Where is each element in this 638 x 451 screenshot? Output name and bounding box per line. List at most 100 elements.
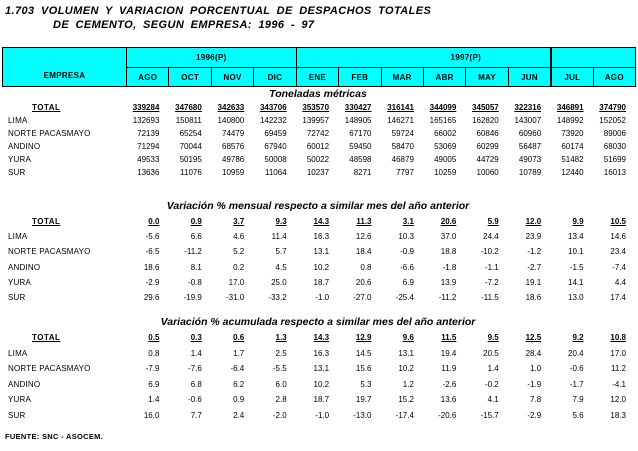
data-cell: -1.0 [315, 410, 330, 420]
data-cell: -33.2 [268, 293, 287, 303]
data-cell: 7797 [396, 168, 414, 177]
data-cell: 316141 [387, 103, 414, 112]
table-row-sur: SUR 13636 11076 10959 11064 10237 8271 7797 1025… [2, 166, 634, 179]
data-cell: 139957 [302, 116, 330, 125]
data-cell: 9.3 [275, 217, 287, 227]
data-cell: 3.1 [402, 217, 414, 227]
data-cell: 12.6 [355, 232, 372, 242]
data-cell: 342633 [217, 103, 245, 112]
data-cell: 152052 [599, 116, 626, 125]
section-title: Variación % mensual respecto a similar m… [166, 200, 470, 212]
data-cell: 6.9 [148, 379, 160, 389]
data-cell: 11.3 [356, 217, 372, 227]
data-cell: 24.4 [483, 232, 499, 242]
data-cell: 346891 [556, 103, 584, 112]
data-cell: -27.0 [353, 293, 372, 303]
data-cell: 10237 [306, 168, 330, 177]
data-cell: 140800 [217, 116, 245, 125]
data-cell: 0.0 [148, 217, 160, 227]
row-label: LIMA [8, 348, 28, 358]
data-cell: 69459 [264, 129, 287, 138]
data-cell: 0.9 [190, 217, 202, 227]
data-cell: 11076 [180, 168, 202, 177]
header-month-6: MAR [380, 67, 423, 86]
header-month-0: AGO [126, 67, 169, 86]
data-cell: 59450 [349, 142, 372, 151]
data-cell: 53069 [434, 142, 457, 151]
data-cell: -0.8 [188, 277, 202, 287]
data-cell: 5.6 [572, 410, 584, 420]
data-cell: -1.5 [569, 262, 584, 272]
data-cell: -2.7 [527, 262, 542, 272]
data-cell: 18.7 [313, 277, 330, 287]
data-cell: 10.2 [313, 262, 330, 272]
title-line-1: 1.703 VOLUMEN Y VARIACION PORCENTUAL DE … [5, 4, 431, 18]
table-row-sur: SUR 16.0 7.7 2.4 -2.0 -1.0 -13.0 -17.4 -20.6 -15.… [2, 408, 634, 424]
data-cell: 44729 [476, 155, 499, 164]
table-row-lima: LIMA 132693 150811 140800 142232 139957 148905… [2, 114, 634, 127]
data-cell: 72742 [306, 129, 330, 138]
data-cell: 60846 [476, 129, 499, 138]
data-cell: 20.6 [440, 217, 457, 227]
data-cell: -0.6 [569, 364, 584, 374]
data-cell: 0.8 [148, 348, 160, 358]
data-cell: 49005 [434, 155, 457, 164]
section-accumulated-variation: Variación % acumulada respecto a similar… [2, 314, 634, 423]
table-row-lima: LIMA 0.8 1.4 1.7 2.5 16.3 14.5 13.1 19.4 20.5 28.4… [2, 346, 634, 362]
data-cell: 56487 [518, 142, 542, 151]
data-cell: 19.7 [355, 395, 372, 405]
data-cell: 0.5 [148, 333, 160, 343]
data-cell: 13.6 [440, 395, 457, 405]
data-cell: -0.2 [484, 379, 499, 389]
data-cell: 9.2 [572, 333, 584, 343]
data-cell: 347680 [175, 103, 202, 112]
data-cell: 2.5 [275, 348, 287, 358]
data-cell: 66002 [434, 129, 457, 138]
data-cell: 23.9 [525, 232, 542, 242]
data-cell: 68030 [603, 142, 626, 151]
data-cell: 2.8 [275, 395, 287, 405]
data-cell: 344099 [429, 103, 457, 112]
data-cell: 60174 [561, 142, 584, 151]
data-cell: 71294 [137, 142, 160, 151]
data-cell: 374790 [599, 103, 626, 112]
header-month-7: ABR [422, 67, 466, 86]
header-month-10: JUL [550, 67, 593, 86]
data-cell: -2.9 [145, 277, 160, 287]
data-cell: 12.0 [525, 217, 542, 227]
data-cell: 9.5 [487, 333, 499, 343]
data-cell: 10060 [476, 168, 499, 177]
data-cell: 6.0 [275, 379, 287, 389]
data-cell: 18.4 [355, 247, 372, 257]
data-cell: -6.6 [400, 262, 414, 272]
data-cell: 10259 [434, 168, 457, 177]
row-label: YURA [8, 155, 32, 164]
data-cell: -11.2 [438, 293, 457, 303]
data-cell: 60960 [518, 129, 542, 138]
data-cell: 29.6 [143, 293, 160, 303]
source-note: FUENTE: SNC - ASOCEM. [5, 432, 104, 441]
data-cell: -2.6 [442, 379, 457, 389]
row-label: ANDINO [8, 379, 41, 389]
data-cell: 20.5 [483, 348, 499, 358]
data-cell: -1.0 [315, 293, 330, 303]
row-label: SUR [8, 293, 26, 303]
data-cell: 0.3 [190, 333, 202, 343]
data-cell: -1.2 [527, 247, 542, 257]
data-cell: -0.6 [188, 395, 202, 405]
data-cell: 18.8 [440, 247, 457, 257]
data-cell: 25.0 [271, 277, 287, 287]
data-cell: 4.1 [487, 395, 499, 405]
table-row-yura: YURA 49533 50195 49786 50008 50022 48598 46879 4… [2, 153, 634, 166]
data-cell: -19.9 [183, 293, 202, 303]
section-tonnage: Toneladas métricas TOTAL 339284 347680 3426… [2, 88, 634, 179]
data-cell: -5.6 [145, 232, 160, 242]
header-month-9: JUN [507, 67, 551, 86]
data-cell: -6.5 [145, 247, 160, 257]
data-cell: 6.2 [233, 379, 245, 389]
data-cell: -7.2 [484, 277, 499, 287]
data-cell: 18.7 [313, 395, 330, 405]
column-group-divider [550, 48, 553, 86]
data-cell: 72139 [137, 129, 160, 138]
